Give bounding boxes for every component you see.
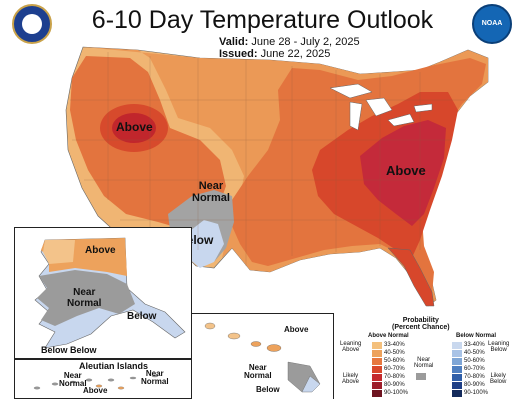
legend-near-swatch bbox=[416, 373, 426, 380]
aleutian-label-above: Above bbox=[83, 386, 108, 395]
legend-below-bin-label: 60-70% bbox=[464, 366, 485, 372]
legend-below-swatch bbox=[452, 342, 462, 349]
legend-below-swatch bbox=[452, 358, 462, 365]
legend-below-bin-label: 33-40% bbox=[464, 342, 485, 348]
legend-above-swatch bbox=[372, 382, 382, 389]
legend-above-bin-label: 80-90% bbox=[384, 382, 405, 388]
legend-above-bin-label: 60-70% bbox=[384, 366, 405, 372]
legend-above-bin-label: 70-80% bbox=[384, 374, 405, 380]
legend-near-normal: Near Normal bbox=[414, 357, 434, 369]
legend-leaning-above: Leaning Above bbox=[340, 341, 362, 353]
legend-below-bin-label: 90-100% bbox=[464, 390, 489, 396]
great-lakes bbox=[329, 83, 433, 131]
conus-region-70-80-east bbox=[360, 120, 446, 226]
alaska-label-above: Above bbox=[85, 245, 116, 256]
conus-region-below-sw bbox=[186, 220, 224, 268]
legend-below-swatch bbox=[452, 350, 462, 357]
valid-label: Valid: bbox=[219, 36, 249, 48]
legend-above-swatch bbox=[372, 390, 382, 397]
aleutian-label-near: Near Normal bbox=[59, 371, 87, 389]
legend-likely-below: Likely Below bbox=[490, 373, 507, 385]
legend-below-bin-label: 80-90% bbox=[464, 382, 485, 388]
legend-above-swatch bbox=[372, 342, 382, 349]
dept-commerce-seal-icon bbox=[12, 4, 52, 44]
aleutian-inset: Aleutian Islands Near Normal Near Normal A… bbox=[14, 359, 192, 399]
aleutian-map bbox=[33, 374, 159, 390]
state-boundaries bbox=[70, 52, 470, 266]
hawaii-label-above: Above bbox=[284, 325, 309, 334]
conus-label-above-west: Above bbox=[116, 120, 153, 134]
issued-label: Issued: bbox=[219, 48, 258, 60]
alaska-label-below-sw: Below Below bbox=[41, 345, 97, 355]
legend-below-bin-label: 50-60% bbox=[464, 358, 485, 364]
legend-above-swatch bbox=[372, 374, 382, 381]
aleutian-label-near-2: Near Normal bbox=[141, 369, 169, 387]
conus-region-70-80-west bbox=[112, 113, 156, 143]
legend-above-swatch bbox=[372, 350, 382, 357]
issued-date: Issued: June 22, 2025 bbox=[219, 48, 330, 60]
legend-above-header: Above Normal bbox=[368, 333, 409, 339]
alaska-label-below-se: Below bbox=[127, 311, 157, 322]
legend-title: Probability (Percent Chance) bbox=[392, 317, 450, 331]
alaska-region-above-light bbox=[43, 240, 75, 264]
alaska-inset: Above Near Normal Below Below Below bbox=[14, 227, 192, 359]
issued-value: June 22, 2025 bbox=[260, 48, 331, 60]
alaska-region-near bbox=[37, 270, 135, 326]
alaska-label-near-normal: Near Normal bbox=[67, 287, 102, 309]
legend-below-swatch bbox=[452, 366, 462, 373]
legend-above-bin-label: 50-60% bbox=[384, 358, 405, 364]
hawaii-label-near: Near Normal bbox=[244, 363, 272, 381]
page-title: 6-10 Day Temperature Outlook bbox=[91, 6, 434, 34]
legend-below-swatch bbox=[452, 382, 462, 389]
conus-label-near-normal: Near Normal bbox=[192, 180, 230, 204]
legend-above-swatch bbox=[372, 358, 382, 365]
aleutian-title: Aleutian Islands bbox=[79, 361, 149, 371]
legend-below-swatch bbox=[452, 390, 462, 397]
legend-above-bin-label: 40-50% bbox=[384, 350, 405, 356]
hawaii-label-below: Below bbox=[256, 385, 280, 394]
legend-above-bin-label: 33-40% bbox=[384, 342, 405, 348]
legend-leaning-below: Leaning Below bbox=[488, 341, 510, 353]
noaa-logo-text: NOAA bbox=[481, 20, 503, 27]
florida bbox=[387, 247, 435, 307]
legend-above-bin-label: 90-100% bbox=[384, 390, 409, 396]
hawaii-inset: Above Near Normal Below bbox=[192, 313, 334, 399]
legend-likely-above: Likely Above bbox=[342, 373, 360, 385]
legend-below-header: Below Normal bbox=[456, 333, 497, 339]
legend-below-swatch bbox=[452, 374, 462, 381]
legend-below-bin-label: 70-80% bbox=[464, 374, 485, 380]
conus-label-above-east: Above bbox=[386, 163, 426, 178]
valid-value: June 28 - July 2, 2025 bbox=[251, 36, 360, 48]
probability-legend: Probability (Percent Chance) Above Normal… bbox=[336, 313, 522, 403]
hawaii-map bbox=[204, 322, 321, 393]
noaa-logo-icon: NOAA bbox=[472, 4, 512, 44]
legend-above-swatch bbox=[372, 366, 382, 373]
alaska-map bbox=[34, 237, 186, 349]
valid-dates: Valid: June 28 - July 2, 2025 bbox=[219, 36, 360, 48]
legend-below-bin-label: 40-50% bbox=[464, 350, 485, 356]
